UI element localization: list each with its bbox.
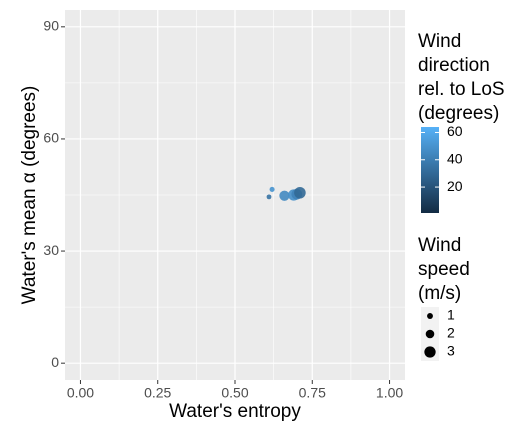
legend-title: Wind — [418, 31, 461, 52]
legend-label: 1 — [447, 307, 455, 323]
legend-title: speed — [418, 259, 470, 280]
legend-label: 40 — [447, 150, 463, 166]
legend-key — [427, 313, 433, 319]
legend-label: 2 — [447, 325, 455, 341]
legend-key — [424, 346, 436, 358]
x-axis-title: Water's entropy — [169, 401, 301, 422]
legend-label: 60 — [447, 123, 463, 139]
legend-title: (degrees) — [418, 103, 499, 124]
legend-title: rel. to LoS — [418, 79, 505, 100]
point — [266, 194, 272, 200]
y-tick-label: 60 — [43, 130, 59, 146]
y-tick-label: 30 — [43, 242, 59, 258]
y-tick-label: 0 — [51, 354, 59, 370]
x-tick-label: 0.75 — [299, 385, 326, 401]
x-tick-label: 1.00 — [376, 385, 403, 401]
x-tick-label: 0.25 — [144, 385, 171, 401]
legend-label: 3 — [447, 343, 455, 359]
point — [294, 186, 306, 199]
y-tick-label: 90 — [43, 18, 59, 34]
legend-key — [425, 329, 435, 339]
x-tick-label: 0.50 — [221, 385, 248, 401]
legend-title: direction — [418, 55, 490, 76]
legend-title: (m/s) — [418, 283, 461, 304]
point — [279, 190, 290, 201]
legend-label: 20 — [447, 178, 463, 194]
x-tick-label: 0.00 — [67, 385, 94, 401]
y-axis-title: Water's mean α (degrees) — [19, 86, 40, 305]
colorbar — [421, 127, 439, 213]
point — [269, 186, 275, 192]
legend-title: Wind — [418, 235, 461, 256]
